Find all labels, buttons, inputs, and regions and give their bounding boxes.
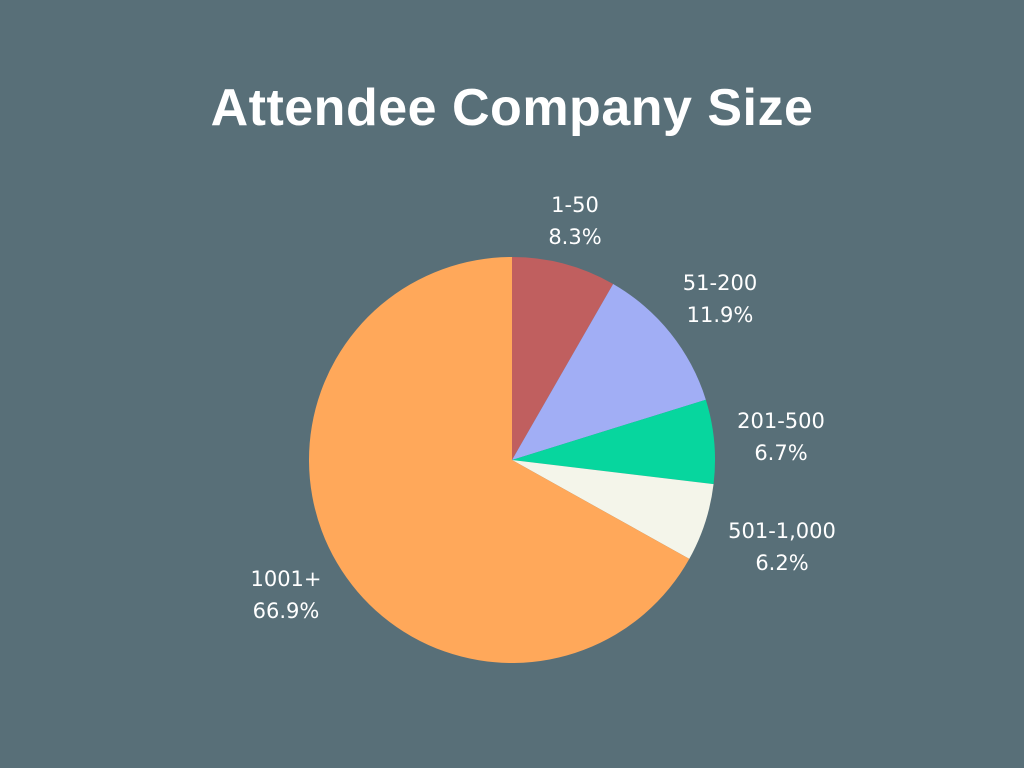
pie-slice-1001-plus xyxy=(308,257,690,663)
pie-labels: 1-50 8.3% 51-200 11.9% 201-500 6.7% 501-1,000 6… xyxy=(250,193,835,623)
slice-category-label: 501-1,000 xyxy=(728,519,836,543)
slice-percent-label: 8.3% xyxy=(548,225,601,249)
pie-slice-1-50 xyxy=(512,257,614,460)
pie-slices xyxy=(308,257,716,663)
pie-slice-201-500 xyxy=(512,399,716,485)
slice-percent-label: 11.9% xyxy=(687,303,754,327)
slice-percent-label: 6.2% xyxy=(755,551,808,575)
pie-slice-51-200 xyxy=(512,283,706,460)
slice-category-label: 1001+ xyxy=(250,567,321,591)
slice-category-label: 201-500 xyxy=(737,409,825,433)
slice-category-label: 51-200 xyxy=(683,271,757,295)
chart-title: Attendee Company Size xyxy=(210,79,814,137)
slice-category-label: 1-50 xyxy=(551,193,599,217)
slice-percent-label: 6.7% xyxy=(754,441,807,465)
slice-percent-label: 66.9% xyxy=(253,599,320,623)
pie-slice-501-1-000 xyxy=(512,460,714,559)
